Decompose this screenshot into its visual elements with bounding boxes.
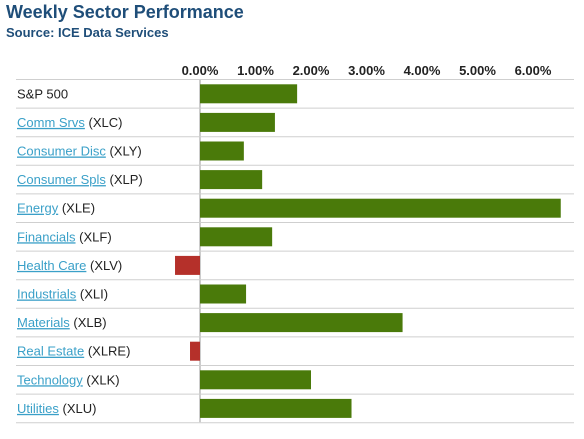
sector-link[interactable]: Real Estate <box>17 344 84 359</box>
category-label: S&P 500 <box>17 86 68 101</box>
ticker-symbol: (XLK) <box>83 372 120 387</box>
performance-bar <box>200 170 263 190</box>
ticker-symbol: (XLP) <box>106 172 143 187</box>
category-label[interactable]: Utilities (XLU) <box>17 401 96 416</box>
performance-bar <box>190 341 200 361</box>
ticker-symbol: (XLB) <box>70 315 107 330</box>
x-tick-label: 0.00% <box>182 63 219 78</box>
ticker-symbol: (XLE) <box>58 201 95 216</box>
performance-bar <box>200 284 247 304</box>
performance-bar <box>200 141 244 161</box>
x-tick-label: 2.00% <box>293 63 330 78</box>
category-label[interactable]: Consumer Disc (XLY) <box>17 144 142 159</box>
performance-bar <box>200 112 275 132</box>
x-tick-label: 1.00% <box>237 63 274 78</box>
performance-bar <box>200 198 561 218</box>
performance-bar <box>200 370 311 390</box>
performance-bar <box>200 84 298 104</box>
chart-title: Weekly Sector Performance <box>6 2 244 22</box>
sector-link[interactable]: Financials <box>17 229 76 244</box>
category-label[interactable]: Real Estate (XLRE) <box>17 344 130 359</box>
ticker-symbol: (XLV) <box>86 258 122 273</box>
performance-bar <box>175 255 200 275</box>
sector-link[interactable]: Energy <box>17 201 59 216</box>
ticker-symbol: (XLC) <box>85 115 123 130</box>
sector-link[interactable]: Utilities <box>17 401 59 416</box>
x-tick-label: 6.00% <box>515 63 552 78</box>
category-label[interactable]: Technology (XLK) <box>17 372 120 387</box>
category-label[interactable]: Health Care (XLV) <box>17 258 122 273</box>
ticker-symbol: (XLF) <box>76 229 112 244</box>
performance-bar <box>200 313 403 333</box>
category-label[interactable]: Materials (XLB) <box>17 315 107 330</box>
performance-bar <box>200 398 352 418</box>
sector-link[interactable]: Materials <box>17 315 70 330</box>
x-tick-label: 3.00% <box>348 63 385 78</box>
category-label[interactable]: Financials (XLF) <box>17 229 112 244</box>
ticker-symbol: (XLY) <box>106 144 142 159</box>
category-label[interactable]: Comm Srvs (XLC) <box>17 115 122 130</box>
performance-bar <box>200 227 273 247</box>
category-label[interactable]: Consumer Spls (XLP) <box>17 172 143 187</box>
benchmark-name: S&P 500 <box>17 86 68 101</box>
sector-link[interactable]: Consumer Spls <box>17 172 106 187</box>
ticker-symbol: (XLU) <box>59 401 97 416</box>
sector-link[interactable]: Industrials <box>17 287 77 302</box>
x-tick-label: 5.00% <box>459 63 496 78</box>
sector-link[interactable]: Health Care <box>17 258 86 273</box>
ticker-symbol: (XLRE) <box>84 344 130 359</box>
chart-source: Source: ICE Data Services <box>6 25 169 40</box>
ticker-symbol: (XLI) <box>76 287 108 302</box>
category-label[interactable]: Energy (XLE) <box>17 201 95 216</box>
sector-link[interactable]: Technology <box>17 372 83 387</box>
category-label[interactable]: Industrials (XLI) <box>17 287 108 302</box>
sector-link[interactable]: Consumer Disc <box>17 144 106 159</box>
x-tick-label: 4.00% <box>404 63 441 78</box>
sector-link[interactable]: Comm Srvs <box>17 115 85 130</box>
